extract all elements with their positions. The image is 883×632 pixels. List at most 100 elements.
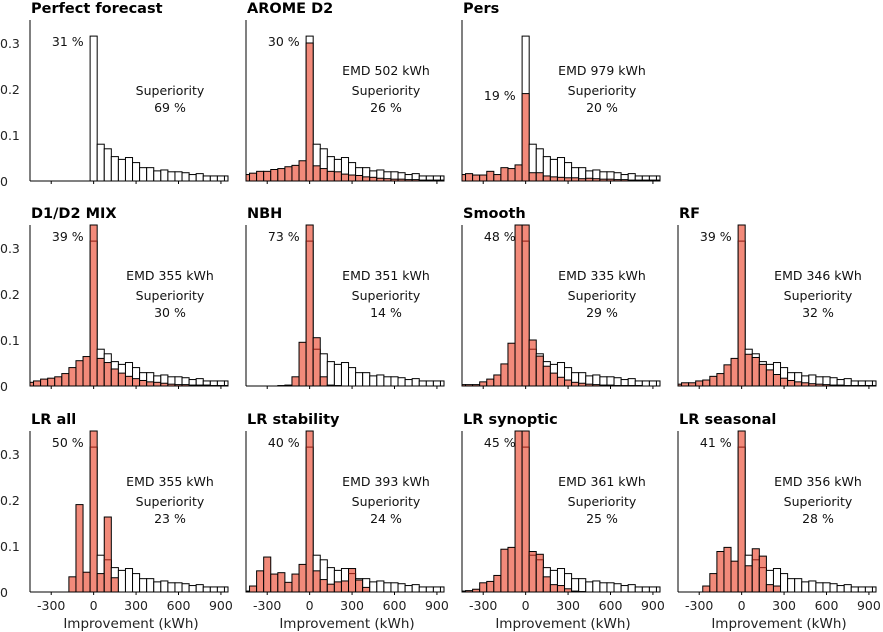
reference-bar [153,170,162,182]
reference-bar [369,375,378,387]
reference-bar [843,584,852,593]
reference-bar [146,167,155,182]
reference-bar [397,583,406,593]
superiority-label: Superiority [352,494,421,509]
reference-bar [390,582,399,593]
panel-title: NBH [247,206,282,222]
superiority-label: Superiority [784,494,853,509]
model-bar [702,379,711,387]
reference-bar [634,586,643,593]
model-bar [709,375,718,387]
reference-bar [585,581,594,593]
panel-title: Pers [463,1,499,17]
bars [245,35,445,182]
superiority-label: Superiority [568,288,637,303]
peak-percentage-label: 19 % [484,88,516,103]
x-axis-label: Improvement (kWh) [495,616,630,632]
reference-bar [425,586,434,593]
model-bar [139,379,148,387]
model-bar [556,376,566,387]
model-bar [348,568,357,593]
model-bar [709,573,718,593]
reference-bar [223,175,229,182]
panel-d1-d2-mix: D1/D2 MIX 0 0.1 0.2 0.3 39 % EMD 355 kWh Superi… [0,206,229,394]
reference-bar [383,376,392,387]
model-bar [355,174,364,182]
reference-bar [829,583,838,593]
panel-arome-d2: AROME D2 30 % EMD 502 kWh Superiority 26 % [245,1,445,184]
reference-bar [655,586,661,593]
reference-bar [606,582,615,593]
reference-bar [571,578,580,593]
model-bar [723,546,732,593]
model-bar [465,173,474,182]
reference-bar [655,380,661,387]
model-bar [82,571,91,593]
model-bar [326,170,335,182]
panel-lr-synoptic: LR synoptic -300 0 300 600 900 Improvement (kW… [461,412,665,632]
reference-bar [432,380,441,387]
emd-label: EMD 355 kWh [126,474,214,489]
model-bar [319,168,328,182]
model-bar [153,381,162,387]
panel-title: Perfect forecast [31,1,163,17]
model-bar [305,430,314,593]
model-bar [124,375,134,387]
reference-bar [808,580,817,593]
reference-bar [843,378,852,387]
peak-percentage-label: 39 % [700,229,732,244]
x-tick-label: 0 [522,598,530,613]
x-tick-label: 600 [599,598,623,613]
model-bar [256,170,265,182]
model-bar [521,430,530,593]
y-tick-label: 0.3 [0,36,20,51]
bars [461,430,661,593]
reference-bar [202,586,211,593]
model-bar [355,579,364,593]
reference-bar [432,586,441,593]
reference-bar [613,583,622,593]
reference-bar [124,157,134,182]
reference-bar [146,578,155,593]
model-bar [47,377,56,387]
superiority-value: 32 % [802,305,834,320]
model-bar [716,551,725,593]
model-bar [521,93,530,182]
x-tick-label: 300 [772,598,796,613]
model-bar [535,355,544,387]
model-bar [263,170,272,182]
model-bar [68,367,77,387]
model-bar [326,583,335,593]
reference-bar [439,380,445,387]
model-bar [758,363,767,387]
bars [461,224,661,387]
y-tick-label: 0.2 [0,493,20,508]
superiority-value: 29 % [586,305,618,320]
model-bar [298,563,307,593]
reference-bar [124,568,134,593]
model-bar [82,356,91,387]
model-bar [772,585,782,593]
reference-bar [132,573,141,593]
emd-label: EMD 502 kWh [342,63,430,78]
model-bar [75,360,84,387]
bars [68,430,229,593]
reference-bar [139,578,148,593]
reference-bar [195,173,204,182]
model-bar [507,168,516,182]
peak-percentage-label: 39 % [52,229,84,244]
reference-bar [117,569,126,593]
panel-smooth: Smooth 48 % EMD 335 kWh Superiority 29 % [461,206,661,389]
reference-bar [599,582,608,593]
x-tick-label: 300 [556,598,580,613]
reference-bar [620,585,629,593]
reference-bar [383,582,392,593]
reference-bar [439,586,445,593]
x-axis-label: Improvement (kWh) [63,616,198,632]
superiority-value: 14 % [370,305,402,320]
y-tick-label: 0 [0,379,8,394]
reference-bar [216,586,225,593]
reference-bar [418,586,427,593]
reference-bar [153,581,162,593]
